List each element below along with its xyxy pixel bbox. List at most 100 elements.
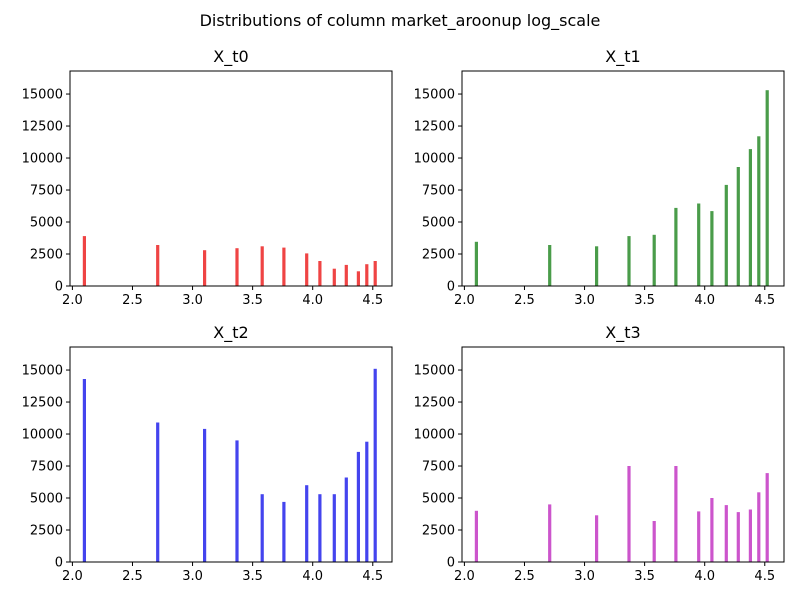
bar [736,512,740,562]
bar [724,184,728,286]
y-tick-label: 7500 [30,460,63,475]
y-tick-label: 0 [55,280,63,295]
x-tick-label: 3.5 [634,569,655,584]
y-tick-label: 10000 [414,428,455,443]
bar [82,236,86,286]
y-tick-label: 2500 [422,524,455,539]
bar [595,246,599,286]
y-tick-label: 10000 [414,152,455,167]
bar [356,271,360,286]
bar [757,492,761,562]
x-tick-label: 2.0 [454,293,475,308]
axes-frame [461,346,785,563]
y-tick-label: 5000 [422,216,455,231]
bar [710,498,714,562]
y-tick-label: 2500 [30,524,63,539]
bar [627,466,631,562]
bar [282,247,286,286]
y-tick-label: 2500 [422,248,455,263]
x-tick-label: 2.5 [122,293,143,308]
subplot-3: X_t3 2.0 2.5 3.0 3.5 4.0 4.5 0 2500 5000 7500 10000… [414,323,785,584]
y-tick-label: 12500 [414,120,455,135]
y-tick-label: 12500 [22,396,63,411]
bar [344,477,348,562]
bar [318,494,322,562]
subplot-1: X_t1 2.0 2.5 3.0 3.5 4.0 4.5 0 2500 5000 7500 10000… [414,47,785,308]
figure-title: Distributions of column market_aroonup l… [200,11,601,31]
bar [652,521,656,562]
bar [235,440,239,562]
y-tick-label: 10000 [22,428,63,443]
bar [373,368,377,562]
y-tick-label: 15000 [414,88,455,103]
x-tick-label: 3.0 [182,293,203,308]
y-tick-label: 5000 [30,216,63,231]
bar [710,211,714,286]
bar [627,236,631,286]
bar [697,511,701,562]
x-tick-label: 4.5 [362,569,383,584]
y-tick-label: 0 [447,280,455,295]
y-tick-label: 15000 [414,364,455,379]
x-tick-label: 2.0 [62,569,83,584]
bar [748,149,752,286]
bar [652,234,656,286]
bar [365,264,369,286]
bar [373,261,377,286]
bar [332,268,336,286]
bar [474,510,478,562]
bar [765,473,769,562]
x-tick-label: 3.0 [182,569,203,584]
bar [736,167,740,286]
bar [305,485,309,562]
x-tick-label: 4.0 [694,293,715,308]
x-tick-label: 4.0 [302,293,323,308]
bar [344,264,348,286]
bar [474,241,478,286]
y-tick-label: 0 [447,556,455,571]
bar [305,253,309,286]
x-tick-label: 4.5 [362,293,383,308]
axes-frame [461,70,785,287]
y-tick-label: 10000 [22,152,63,167]
bar [260,494,264,562]
y-tick-label: 7500 [422,460,455,475]
x-tick-label: 3.0 [574,293,595,308]
subplot-title: X_t3 [605,323,640,343]
subplot-0: X_t0 2.0 2.5 3.0 3.5 4.0 4.5 0 2500 5000 7500 10000… [22,47,393,308]
bar [156,245,160,286]
x-tick-label: 2.5 [514,293,535,308]
bar [724,505,728,562]
bar [674,207,678,286]
bar [156,422,160,562]
x-tick-label: 2.5 [514,569,535,584]
bar [282,501,286,562]
y-tick-label: 15000 [22,364,63,379]
x-tick-label: 4.0 [694,569,715,584]
bar [548,504,552,562]
subplot-title: X_t1 [605,47,640,67]
x-tick-label: 2.5 [122,569,143,584]
bar [260,246,264,286]
y-tick-label: 7500 [422,184,455,199]
y-tick-label: 5000 [30,492,63,507]
y-tick-label: 0 [55,556,63,571]
y-tick-label: 12500 [414,396,455,411]
bar [757,136,761,286]
subplot-title: X_t0 [213,47,248,67]
y-tick-label: 2500 [30,248,63,263]
y-tick-label: 7500 [30,184,63,199]
bar [365,441,369,562]
subplot-2: X_t2 2.0 2.5 3.0 3.5 4.0 4.5 0 2500 5000 7500 10000… [22,323,393,584]
x-tick-label: 3.5 [242,293,263,308]
y-tick-label: 15000 [22,88,63,103]
bar [674,466,678,562]
x-tick-label: 3.5 [242,569,263,584]
bar [318,261,322,286]
bar [332,494,336,562]
x-tick-label: 3.0 [574,569,595,584]
bar [203,250,207,286]
x-tick-label: 2.0 [454,569,475,584]
bar [82,379,86,562]
bar [595,515,599,562]
